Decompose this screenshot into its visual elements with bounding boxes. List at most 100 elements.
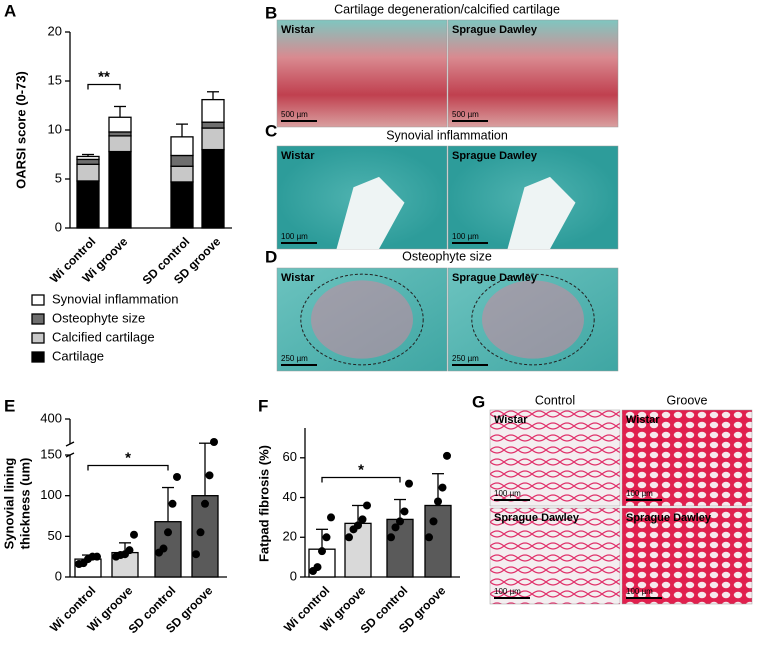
y-tick-label: 10 — [48, 121, 62, 136]
bar — [344, 522, 372, 578]
y-axis-label: thickness (um) — [17, 458, 32, 550]
panel-letter: B — [265, 3, 277, 22]
data-point — [400, 507, 409, 516]
y-tick-label: 150 — [40, 446, 62, 461]
image-lumen — [507, 176, 576, 249]
data-point — [345, 533, 353, 542]
histology-image: Sprague Dawley 250 µm — [447, 267, 619, 372]
data-point — [159, 544, 168, 553]
image-title: Cartilage degeneration/calcified cartila… — [334, 2, 560, 16]
panel-letter: C — [265, 121, 277, 140]
bar-segment — [108, 150, 132, 229]
scale-label: 250 µm — [452, 354, 479, 363]
y-axis-label: OARSI score (0-73) — [13, 71, 28, 189]
significance-label: ** — [98, 68, 110, 85]
data-point — [354, 521, 362, 530]
y-tick-label: 60 — [283, 449, 297, 464]
scale-label: 100 µm — [281, 232, 308, 241]
bar-segment — [201, 98, 225, 123]
bar-segment — [76, 158, 100, 165]
data-point — [443, 451, 451, 460]
image-lumen — [336, 176, 405, 249]
data-point — [327, 513, 335, 522]
bar-segment — [170, 165, 194, 183]
histology-image: Wistar 100 µm — [621, 409, 753, 507]
histology-image: Sprague Dawley 100 µm — [447, 145, 619, 250]
significance-label: * — [125, 450, 131, 467]
y-tick-label: 400 — [40, 410, 62, 425]
legend-swatch — [31, 351, 45, 363]
scale-label: 250 µm — [281, 354, 308, 363]
image-osteophyte — [482, 280, 584, 359]
bar-segment — [108, 116, 132, 133]
panel-letter: G — [472, 392, 485, 411]
y-tick-label: 15 — [48, 72, 62, 87]
histology-image: Wistar 100 µm — [276, 145, 448, 250]
data-point — [396, 517, 404, 526]
data-point — [168, 499, 177, 508]
legend-swatch — [31, 332, 45, 344]
legend-label: Calcified cartilage — [52, 329, 155, 344]
panel-letter: A — [4, 1, 16, 20]
image-label: Sprague Dawley — [452, 150, 538, 162]
column-header: Control — [535, 393, 575, 407]
bar-segment — [201, 148, 225, 229]
y-tick-label: 40 — [283, 489, 297, 504]
y-tick-label: 20 — [48, 23, 62, 38]
y-tick-label: 0 — [55, 568, 62, 583]
data-point — [210, 438, 218, 446]
panel-letter: F — [258, 396, 268, 415]
significance-label: * — [358, 461, 364, 478]
axis-break — [65, 441, 75, 447]
y-tick-label: 50 — [48, 528, 62, 543]
image-outline — [471, 273, 595, 366]
data-point — [196, 528, 205, 537]
y-tick-label: 0 — [290, 568, 297, 583]
data-point — [192, 550, 200, 559]
image-label: Wistar — [494, 414, 528, 426]
data-point — [130, 530, 138, 539]
data-point — [429, 517, 438, 526]
legend-label: Cartilage — [52, 348, 104, 363]
image-tissue — [621, 409, 753, 507]
significance-bracket — [321, 476, 401, 483]
legend-label: Synovial inflammation — [52, 291, 178, 306]
image-osteophyte — [311, 280, 413, 359]
image-outline — [300, 273, 424, 366]
data-point — [358, 515, 367, 524]
image-tissue — [447, 19, 619, 128]
histology-image: Wistar 500 µm — [276, 19, 448, 128]
histology-image: Sprague Dawley 500 µm — [447, 19, 619, 128]
histology-image: Sprague Dawley 100 µm — [489, 507, 621, 605]
y-tick-label: 5 — [55, 170, 62, 185]
bar — [191, 495, 219, 578]
image-label: Sprague Dawley — [494, 512, 580, 524]
image-title: Synovial inflammation — [386, 128, 508, 142]
significance-bracket — [87, 464, 169, 471]
data-point — [313, 563, 322, 572]
image-label: Wistar — [281, 272, 315, 284]
data-point — [201, 499, 209, 508]
y-axis-label: Fatpad fibrosis (%) — [256, 445, 271, 562]
scale-label: 100 µm — [626, 489, 653, 498]
image-tissue — [276, 19, 448, 128]
image-tissue — [489, 507, 621, 605]
data-point — [363, 501, 371, 510]
bar-segment — [76, 180, 100, 229]
bar-segment — [201, 127, 225, 151]
image-tissue — [489, 409, 621, 507]
data-point — [125, 546, 134, 555]
bar-segment — [170, 181, 194, 229]
data-point — [164, 528, 172, 537]
data-point — [322, 533, 331, 542]
legend-swatch — [31, 294, 45, 306]
bar-segment — [76, 163, 100, 182]
data-point — [405, 479, 413, 488]
bar — [386, 518, 414, 578]
y-tick-label: 100 — [40, 487, 62, 502]
bar-segment — [108, 135, 132, 153]
data-point — [434, 497, 442, 506]
image-label: Sprague Dawley — [452, 272, 538, 284]
scale-label: 500 µm — [281, 110, 308, 119]
data-point — [391, 523, 400, 532]
